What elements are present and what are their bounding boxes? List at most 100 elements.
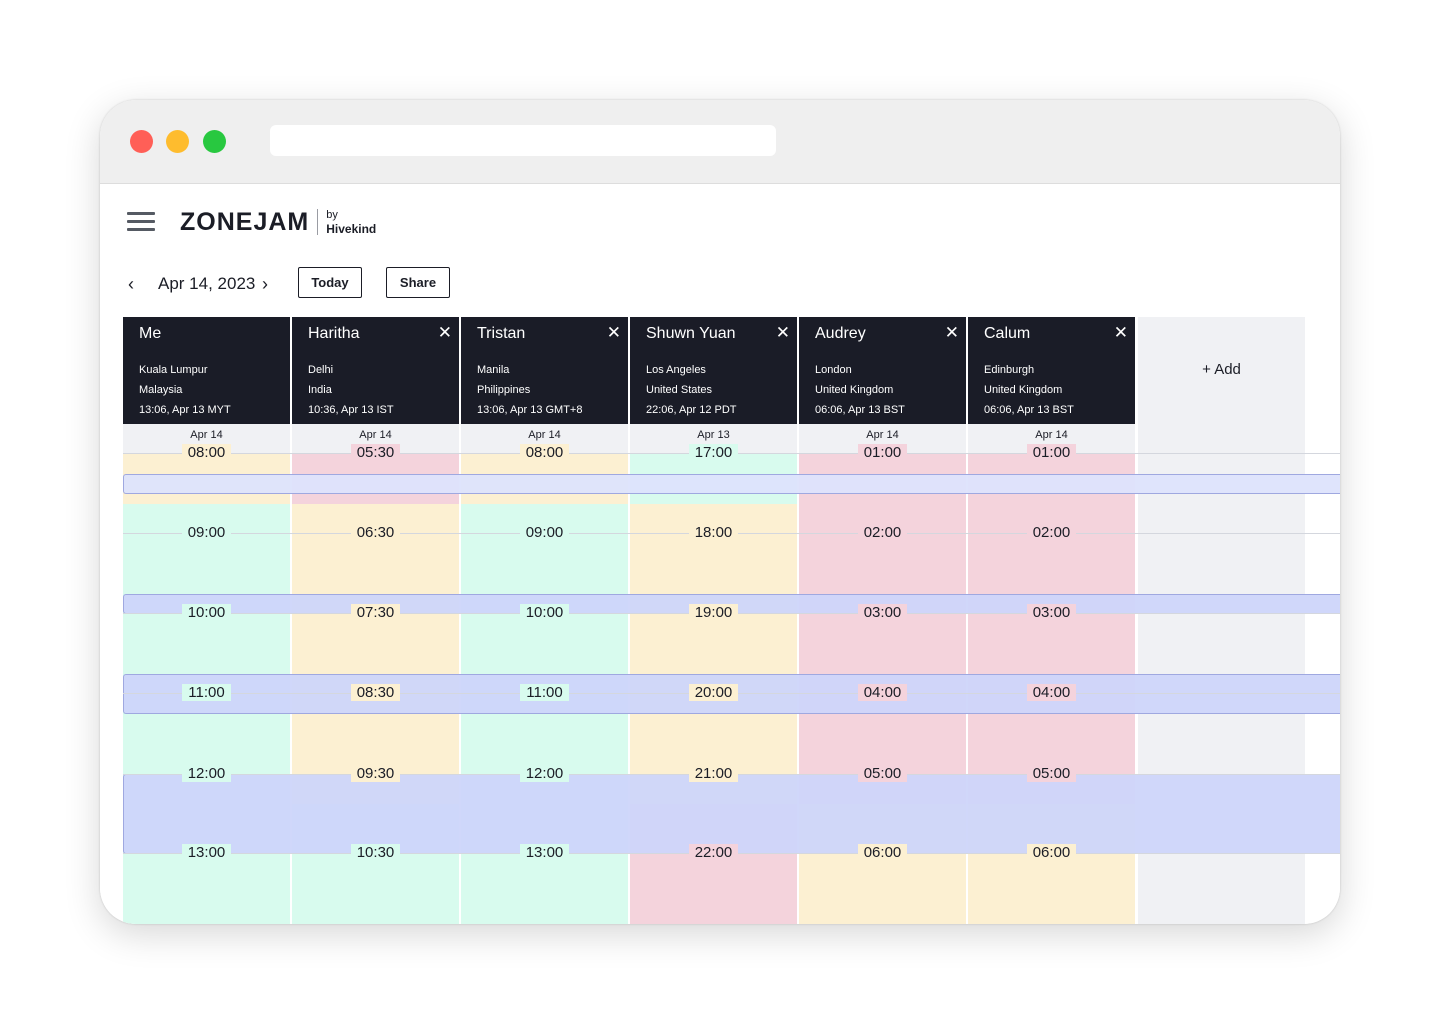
person-local-time: 10:36, Apr 13 IST <box>308 404 394 416</box>
time-label-text: 05:30 <box>350 444 401 461</box>
time-label: 05:00 <box>968 765 1135 783</box>
overlap-band[interactable] <box>123 774 1340 854</box>
time-segment-yellow <box>630 504 797 804</box>
person-name: Audrey <box>815 325 866 342</box>
person-country: Philippines <box>477 384 531 396</box>
time-label-text: 01:00 <box>1026 444 1077 461</box>
browser-window: ZONEJAM by Hivekind ‹ Apr 14, 2023 › Tod… <box>100 100 1340 924</box>
close-window-button[interactable] <box>130 130 153 153</box>
time-label-text: 01:00 <box>857 444 908 461</box>
time-label: 08:30 <box>292 684 459 702</box>
time-label: 10:00 <box>461 604 628 622</box>
person-country: United Kingdom <box>815 384 894 396</box>
logo-by-text: by <box>326 209 338 221</box>
person-city: Kuala Lumpur <box>139 364 208 376</box>
person-name: Tristan <box>477 325 526 342</box>
close-icon[interactable]: ✕ <box>606 323 621 342</box>
time-label-text: 07:30 <box>350 604 401 621</box>
person-country: United States <box>646 384 713 396</box>
person-local-time: 06:06, Apr 13 BST <box>815 404 905 416</box>
logo: ZONEJAM by Hivekind <box>180 206 376 238</box>
person-local-time: 13:06, Apr 13 MYT <box>139 404 231 416</box>
time-label-text: 04:00 <box>1026 684 1077 701</box>
time-label-text: 08:00 <box>519 444 570 461</box>
time-label: 10:00 <box>123 604 290 622</box>
close-icon[interactable]: ✕ <box>437 323 452 342</box>
add-person-button[interactable]: + Add <box>1202 361 1241 378</box>
person-header-card: Haritha ✕ Delhi India 10:36, Apr 13 IST <box>292 317 459 424</box>
time-label-text: 13:00 <box>181 844 232 861</box>
person-header-card: Audrey ✕ London United Kingdom 06:06, Apr 13… <box>799 317 966 424</box>
time-label: 11:00 <box>461 684 628 702</box>
time-label: 05:00 <box>799 765 966 783</box>
hamburger-menu-icon[interactable] <box>127 212 155 232</box>
time-label-text: 04:00 <box>857 684 908 701</box>
day-label: Apr 14 <box>359 429 392 441</box>
time-label-text: 06:00 <box>857 844 908 861</box>
person-local-time: 06:06, Apr 13 BST <box>984 404 1074 416</box>
maximize-window-button[interactable] <box>203 130 226 153</box>
time-label-text: 11:00 <box>182 684 231 701</box>
time-label: 12:00 <box>461 765 628 783</box>
time-label-text: 06:00 <box>1026 844 1077 861</box>
time-label: 06:00 <box>799 844 966 862</box>
person-city: Manila <box>477 364 510 376</box>
person-local-time: 13:06, Apr 13 GMT+8 <box>477 404 583 416</box>
person-country: United Kingdom <box>984 384 1063 396</box>
time-label: 10:30 <box>292 844 459 862</box>
day-strip <box>1138 424 1305 453</box>
close-icon[interactable]: ✕ <box>944 323 959 342</box>
minimize-window-button[interactable] <box>166 130 189 153</box>
address-bar[interactable] <box>270 125 776 156</box>
time-label: 12:00 <box>123 765 290 783</box>
time-label-text: 12:00 <box>519 765 570 782</box>
time-label: 02:00 <box>968 524 1135 542</box>
time-label: 17:00 <box>630 444 797 462</box>
time-label-text: 22:00 <box>688 844 739 861</box>
chevron-left-icon[interactable]: ‹ <box>128 274 134 294</box>
time-label: 22:00 <box>630 844 797 862</box>
time-label-text: 13:00 <box>519 844 570 861</box>
time-label-text: 10:00 <box>181 604 232 621</box>
time-label-text: 12:00 <box>181 765 232 782</box>
time-label-text: 09:00 <box>181 524 232 541</box>
time-label-text: 06:30 <box>350 524 401 541</box>
time-label-text: 08:30 <box>350 684 401 701</box>
day-label: Apr 14 <box>190 429 223 441</box>
person-city: London <box>815 364 852 376</box>
time-label-text: 08:00 <box>181 444 232 461</box>
time-label: 19:00 <box>630 604 797 622</box>
time-label-text: 09:00 <box>519 524 570 541</box>
time-label: 07:30 <box>292 604 459 622</box>
time-label-text: 09:30 <box>350 765 401 782</box>
day-label: Apr 13 <box>697 429 730 441</box>
person-header-card: Calum ✕ Edinburgh United Kingdom 06:06, Apr … <box>968 317 1135 424</box>
time-label: 04:00 <box>799 684 966 702</box>
time-label-text: 03:00 <box>857 604 908 621</box>
share-button[interactable]: Share <box>386 267 450 298</box>
time-label: 09:30 <box>292 765 459 783</box>
chevron-right-icon[interactable]: › <box>262 274 268 294</box>
logo-divider <box>317 209 319 235</box>
time-label-text: 10:30 <box>350 844 401 861</box>
close-icon[interactable]: ✕ <box>775 323 790 342</box>
time-label-text: 21:00 <box>688 765 739 782</box>
time-label: 11:00 <box>123 684 290 702</box>
close-icon[interactable]: ✕ <box>1113 323 1128 342</box>
day-label: Apr 14 <box>1035 429 1068 441</box>
day-label: Apr 14 <box>866 429 899 441</box>
person-city: Los Angeles <box>646 364 706 376</box>
person-header-card: Me Kuala Lumpur Malaysia 13:06, Apr 13 MYT <box>123 317 290 424</box>
time-segment-yellow <box>292 504 459 804</box>
time-label: 02:00 <box>799 524 966 542</box>
person-local-time: 22:06, Apr 12 PDT <box>646 404 737 416</box>
browser-chrome <box>100 100 1340 184</box>
time-label: 09:00 <box>461 524 628 542</box>
person-header-card: Shuwn Yuan ✕ Los Angeles United States 22:06… <box>630 317 797 424</box>
today-button[interactable]: Today <box>298 267 362 298</box>
person-name: Me <box>139 325 162 342</box>
time-label-text: 02:00 <box>857 524 908 541</box>
time-label: 03:00 <box>968 604 1135 622</box>
person-country: India <box>308 384 332 396</box>
overlap-band[interactable] <box>123 474 1340 494</box>
